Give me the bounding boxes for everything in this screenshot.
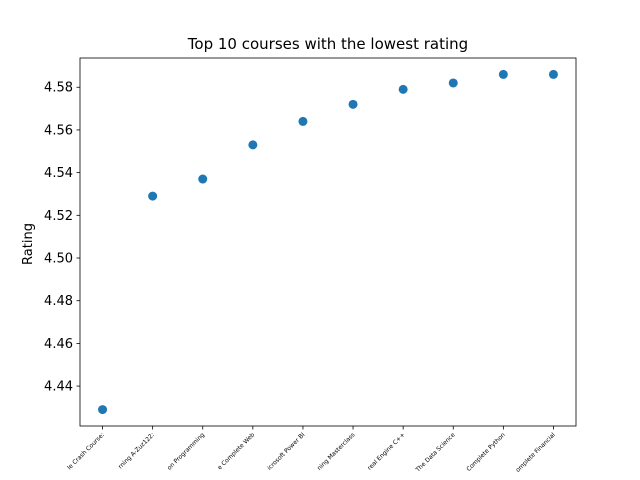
x-tick-label: le Crash Course: — [66, 431, 106, 471]
x-tick-label: Complete Python — [465, 431, 507, 473]
y-tick-label: 4.56 — [44, 123, 73, 138]
y-tick-label: 4.46 — [44, 337, 73, 352]
data-point — [248, 140, 258, 150]
y-tick-label: 4.52 — [44, 209, 73, 224]
x-tick-label: real Engine C++ — [366, 431, 406, 471]
y-tick-label: 4.48 — [44, 294, 73, 309]
y-tick-label: 4.54 — [44, 166, 73, 181]
x-tick-label: icrosoft Power BI — [266, 431, 306, 471]
data-point — [298, 116, 308, 126]
data-points — [98, 69, 558, 415]
y-tick-label: 4.50 — [44, 252, 73, 267]
data-point — [498, 69, 508, 79]
data-point — [398, 84, 408, 94]
data-point — [198, 174, 208, 184]
y-axis-label: Rating — [21, 223, 36, 265]
data-point — [448, 78, 458, 88]
data-point — [98, 405, 108, 415]
x-tick-label: ning Masterclass — [316, 431, 356, 471]
x-tick-label: e Complete Web — [216, 431, 256, 471]
data-point — [348, 99, 358, 109]
x-tick-label: on Programming — [166, 431, 206, 471]
x-tick-label: rning A-Zuz122: — [117, 431, 156, 470]
x-tick-label: omplete Financial — [514, 431, 557, 474]
y-tick-label: 4.58 — [44, 81, 73, 96]
y-tick-label: 4.44 — [44, 380, 73, 395]
x-tick-label: The Data Science — [414, 431, 457, 474]
x-axis: le Crash Course: rning A-Zuz122: on Progra… — [66, 426, 557, 474]
data-point — [548, 69, 558, 79]
y-axis: 4.44 4.46 4.48 4.50 4.52 4.54 4.56 4.58 — [44, 81, 80, 395]
chart-title: Top 10 courses with the lowest rating — [187, 35, 468, 53]
data-point — [148, 191, 158, 201]
plot-frame — [79, 57, 577, 427]
